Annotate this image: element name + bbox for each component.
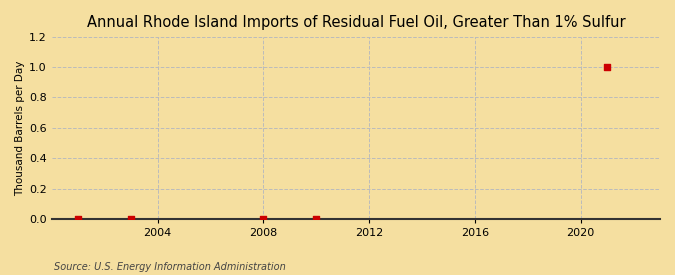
- Point: [73, 217, 84, 221]
- Y-axis label: Thousand Barrels per Day: Thousand Barrels per Day: [15, 60, 25, 196]
- Point: [310, 217, 321, 221]
- Point: [601, 65, 612, 69]
- Point: [258, 217, 269, 221]
- Point: [126, 217, 136, 221]
- Text: Source: U.S. Energy Information Administration: Source: U.S. Energy Information Administ…: [54, 262, 286, 272]
- Title: Annual Rhode Island Imports of Residual Fuel Oil, Greater Than 1% Sulfur: Annual Rhode Island Imports of Residual …: [86, 15, 625, 30]
